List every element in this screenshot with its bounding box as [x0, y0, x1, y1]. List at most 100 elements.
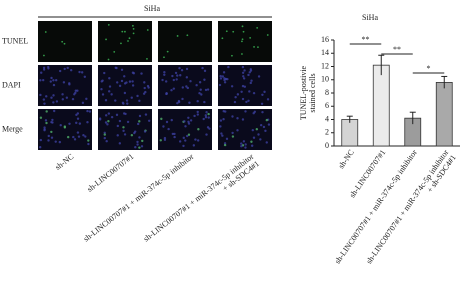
- cell-dot: [61, 93, 64, 96]
- cell-dot: [265, 118, 269, 122]
- cell-dot: [231, 115, 234, 118]
- cell-dot: [263, 90, 266, 94]
- micrograph: [98, 65, 152, 106]
- cell-dot: [172, 78, 176, 82]
- column-label-line: sh-LINC00707#1 + miR-374c-5p inhibitor: [142, 152, 256, 244]
- cell-dot: [52, 83, 56, 87]
- cell-dot: [123, 133, 127, 136]
- cell-dot: [143, 81, 146, 84]
- cell-dot: [85, 97, 88, 101]
- cell-dot: [124, 30, 126, 33]
- cell-dot: [118, 142, 122, 145]
- cell-dot: [107, 119, 110, 123]
- cell-dot: [163, 73, 166, 76]
- y-tick-label: 2: [325, 128, 329, 137]
- cell-dot: [185, 134, 189, 138]
- column-label-line: sh-LINC00707#1: [85, 152, 135, 194]
- cell-dot: [146, 29, 149, 31]
- cell-dot: [232, 30, 235, 33]
- cell-dot: [70, 68, 73, 72]
- cell-dot: [187, 133, 191, 136]
- cell-dot: [220, 132, 223, 135]
- cell-dot: [178, 66, 181, 70]
- cell-dot: [252, 91, 256, 95]
- cell-dot: [186, 86, 190, 90]
- micrograph: [218, 65, 272, 106]
- cell-dot: [127, 40, 129, 42]
- cell-dot: [242, 75, 245, 78]
- cell-dot: [132, 72, 136, 75]
- cell-dot: [73, 138, 77, 141]
- cell-dot: [118, 119, 122, 123]
- cell-dot: [178, 140, 182, 143]
- cell-dot: [47, 134, 50, 138]
- cell-dot: [131, 80, 134, 83]
- cell-dot: [241, 40, 243, 43]
- cell-dot: [107, 58, 110, 61]
- cell-dot: [164, 80, 168, 83]
- cell-dot: [253, 46, 255, 48]
- cell-dot: [221, 37, 224, 40]
- cell-dot: [138, 120, 141, 123]
- cell-dot: [181, 86, 185, 89]
- cell-dot: [219, 74, 222, 78]
- cell-dot: [50, 136, 54, 139]
- cell-dot: [249, 68, 252, 71]
- cell-dot: [52, 109, 56, 113]
- cell-dot: [241, 65, 245, 69]
- cell-dot: [185, 76, 189, 79]
- cell-dot: [184, 139, 187, 142]
- cell-dot: [141, 139, 144, 143]
- cell-dot: [43, 102, 46, 105]
- cell-dot: [122, 102, 125, 105]
- cell-dot: [236, 93, 240, 96]
- cell-dot: [123, 82, 127, 85]
- cell-dot: [249, 81, 252, 85]
- cell-dot: [241, 84, 245, 88]
- cell-dot: [186, 34, 189, 37]
- cell-dot: [76, 131, 80, 134]
- cell-dot: [163, 136, 167, 140]
- cell-dot: [101, 93, 105, 96]
- cell-dot: [199, 88, 202, 91]
- cell-dot: [261, 110, 264, 114]
- cell-dot: [203, 78, 206, 81]
- row-label: Merge: [2, 124, 23, 133]
- cell-dot: [126, 120, 130, 124]
- cell-dot: [236, 117, 239, 120]
- cell-dot: [252, 136, 256, 139]
- cell-dot: [66, 66, 69, 70]
- cell-dot: [264, 129, 267, 133]
- cell-dot: [257, 75, 261, 78]
- cell-dot: [58, 140, 62, 144]
- cell-dot: [65, 96, 69, 99]
- cell-dot: [182, 136, 185, 140]
- cell-dot: [161, 78, 164, 82]
- cell-dot: [103, 71, 106, 75]
- cell-dot: [136, 140, 139, 144]
- column-label: sh-NC: [53, 152, 75, 172]
- cell-dot: [205, 111, 208, 114]
- cell-dot: [218, 83, 222, 87]
- cell-dot: [165, 92, 168, 95]
- error-bar: [378, 54, 385, 76]
- cell-dot: [134, 146, 137, 149]
- cell-dot: [219, 77, 223, 80]
- cell-dot: [58, 69, 62, 73]
- cell-dot: [86, 121, 89, 124]
- cell-dot: [251, 128, 255, 132]
- cell-dot: [38, 146, 42, 149]
- cell-dot: [244, 110, 247, 113]
- bar: [341, 119, 359, 147]
- cell-dot: [147, 119, 151, 122]
- cell-dot: [138, 136, 141, 139]
- cell-dot: [63, 126, 67, 129]
- y-axis-label-line: TUNEL-postivie: [299, 65, 308, 120]
- cell-dot: [83, 75, 87, 78]
- cell-dot: [266, 98, 270, 101]
- cell-dot: [98, 118, 102, 121]
- y-tick-label: 16: [321, 35, 329, 44]
- cell-dot: [174, 71, 178, 75]
- cell-dot: [259, 123, 263, 127]
- cell-dot: [113, 51, 116, 53]
